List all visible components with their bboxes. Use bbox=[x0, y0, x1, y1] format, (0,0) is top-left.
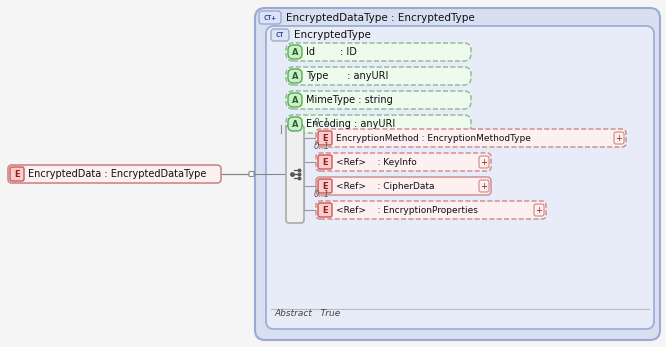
Text: +: + bbox=[615, 134, 623, 143]
Text: <Ref>    : EncryptionProperties: <Ref> : EncryptionProperties bbox=[336, 205, 478, 214]
Text: A: A bbox=[292, 71, 298, 81]
FancyBboxPatch shape bbox=[286, 125, 304, 223]
Text: <Ref>    : CipherData: <Ref> : CipherData bbox=[336, 181, 434, 191]
Text: E: E bbox=[322, 205, 328, 214]
FancyBboxPatch shape bbox=[479, 180, 489, 192]
Text: +: + bbox=[481, 181, 488, 191]
Text: E: E bbox=[322, 134, 328, 143]
Text: +: + bbox=[481, 158, 488, 167]
Text: Encoding : anyURI: Encoding : anyURI bbox=[306, 119, 395, 129]
FancyBboxPatch shape bbox=[479, 156, 489, 168]
Text: Id        : ID: Id : ID bbox=[306, 47, 357, 57]
FancyBboxPatch shape bbox=[316, 153, 491, 171]
FancyBboxPatch shape bbox=[286, 91, 471, 109]
FancyBboxPatch shape bbox=[10, 167, 24, 181]
Text: CT+: CT+ bbox=[264, 15, 276, 20]
FancyBboxPatch shape bbox=[318, 131, 332, 145]
Text: EncryptedType: EncryptedType bbox=[294, 30, 371, 40]
Text: A: A bbox=[292, 119, 298, 128]
FancyBboxPatch shape bbox=[286, 115, 471, 133]
Text: +: + bbox=[535, 205, 542, 214]
FancyBboxPatch shape bbox=[316, 129, 626, 147]
FancyBboxPatch shape bbox=[249, 171, 254, 177]
FancyBboxPatch shape bbox=[614, 132, 624, 144]
FancyBboxPatch shape bbox=[271, 29, 289, 41]
Text: A: A bbox=[292, 95, 298, 104]
Text: EncryptionMethod : EncryptionMethodType: EncryptionMethod : EncryptionMethodType bbox=[336, 134, 531, 143]
Text: Type      : anyURI: Type : anyURI bbox=[306, 71, 388, 81]
FancyBboxPatch shape bbox=[318, 203, 332, 217]
FancyBboxPatch shape bbox=[316, 201, 546, 219]
FancyBboxPatch shape bbox=[316, 177, 491, 195]
Text: 0..1: 0..1 bbox=[314, 190, 330, 199]
Text: E: E bbox=[322, 158, 328, 167]
FancyBboxPatch shape bbox=[288, 45, 302, 59]
FancyBboxPatch shape bbox=[318, 179, 332, 193]
Text: A: A bbox=[292, 48, 298, 57]
Text: E: E bbox=[14, 169, 20, 178]
Text: Abstract   True: Abstract True bbox=[274, 308, 340, 318]
FancyBboxPatch shape bbox=[286, 43, 471, 61]
Text: 0..1: 0..1 bbox=[314, 118, 330, 127]
FancyBboxPatch shape bbox=[288, 69, 302, 83]
FancyBboxPatch shape bbox=[266, 26, 654, 329]
Text: EncryptedDataType : EncryptedType: EncryptedDataType : EncryptedType bbox=[286, 12, 475, 23]
FancyBboxPatch shape bbox=[288, 93, 302, 107]
Text: EncryptedData : EncryptedDataType: EncryptedData : EncryptedDataType bbox=[28, 169, 206, 179]
FancyBboxPatch shape bbox=[259, 11, 281, 24]
FancyBboxPatch shape bbox=[255, 8, 660, 340]
FancyBboxPatch shape bbox=[318, 155, 332, 169]
Text: CT: CT bbox=[276, 32, 284, 38]
FancyBboxPatch shape bbox=[288, 117, 302, 131]
Text: E: E bbox=[322, 181, 328, 191]
FancyBboxPatch shape bbox=[286, 67, 471, 85]
Text: MimeType : string: MimeType : string bbox=[306, 95, 393, 105]
FancyBboxPatch shape bbox=[534, 204, 544, 216]
Text: <Ref>    : KeyInfo: <Ref> : KeyInfo bbox=[336, 158, 417, 167]
FancyBboxPatch shape bbox=[8, 165, 221, 183]
Text: 0..1: 0..1 bbox=[314, 142, 330, 151]
